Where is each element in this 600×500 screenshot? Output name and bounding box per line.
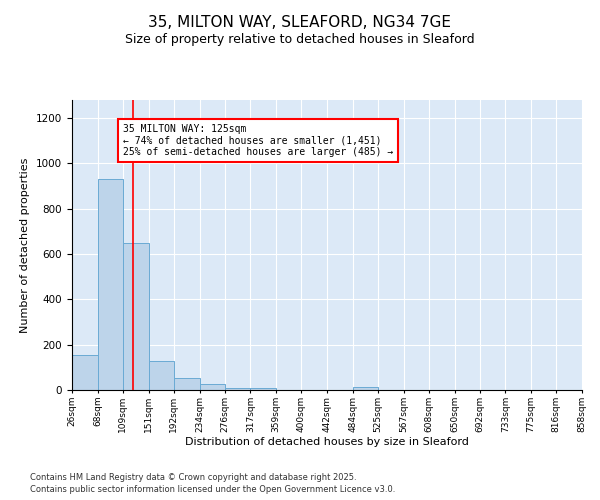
Bar — [353, 386, 378, 390]
Bar — [199, 384, 225, 390]
Bar — [250, 388, 276, 390]
Bar — [149, 360, 174, 390]
Text: 35, MILTON WAY, SLEAFORD, NG34 7GE: 35, MILTON WAY, SLEAFORD, NG34 7GE — [149, 15, 452, 30]
Y-axis label: Number of detached properties: Number of detached properties — [20, 158, 31, 332]
Text: Size of property relative to detached houses in Sleaford: Size of property relative to detached ho… — [125, 32, 475, 46]
Text: Contains HM Land Registry data © Crown copyright and database right 2025.: Contains HM Land Registry data © Crown c… — [30, 472, 356, 482]
X-axis label: Distribution of detached houses by size in Sleaford: Distribution of detached houses by size … — [185, 438, 469, 448]
Bar — [72, 355, 98, 390]
Bar — [174, 378, 200, 390]
Bar — [225, 388, 250, 390]
Bar — [123, 242, 149, 390]
Text: 35 MILTON WAY: 125sqm
← 74% of detached houses are smaller (1,451)
25% of semi-d: 35 MILTON WAY: 125sqm ← 74% of detached … — [123, 124, 393, 157]
Text: Contains public sector information licensed under the Open Government Licence v3: Contains public sector information licen… — [30, 485, 395, 494]
Bar — [98, 180, 123, 390]
